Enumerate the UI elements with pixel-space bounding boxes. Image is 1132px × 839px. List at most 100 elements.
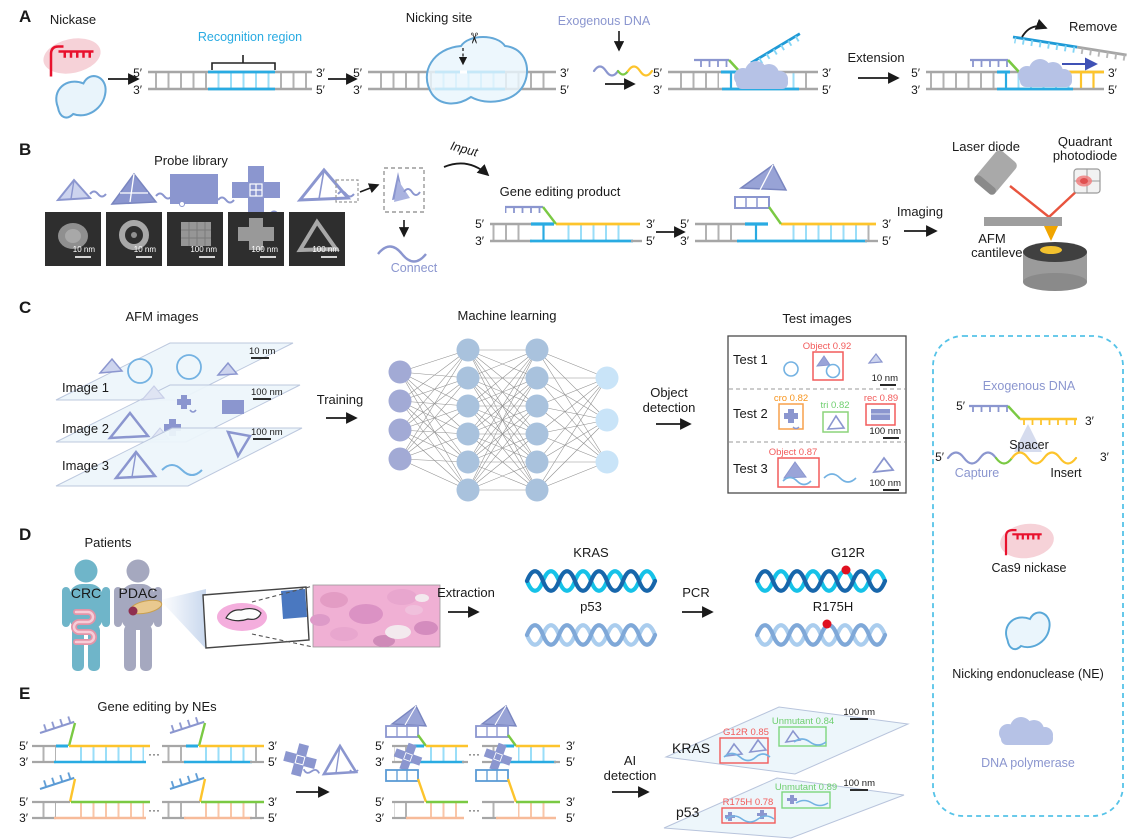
- kras-helix: [524, 569, 658, 593]
- extraction-label: Extraction: [437, 585, 495, 600]
- prime-label: 5′: [316, 83, 326, 97]
- prime-label: 5′: [680, 217, 690, 231]
- prime-label: 3′: [268, 739, 278, 753]
- prime-label: 5′: [19, 739, 29, 753]
- remove-label: Remove: [1069, 19, 1117, 34]
- probe-icons: [55, 166, 359, 218]
- afm-cantilever-label: AFM: [978, 231, 1005, 246]
- quadrant-photodiode-label: Quadrant: [1058, 134, 1113, 149]
- prime-label: 5′: [375, 795, 385, 809]
- input-label: Input: [449, 139, 480, 160]
- detection-label: Object 0.87: [769, 447, 818, 458]
- kras-plane-label: KRAS: [672, 740, 710, 756]
- prime-label: 3′: [882, 217, 892, 231]
- exogenous-dna-label: Exogenous DNA: [558, 14, 651, 28]
- legend-exogenous-label: Exogenous DNA: [983, 379, 1076, 393]
- flap-strand: [750, 32, 803, 68]
- prime-label: 3′: [566, 739, 576, 753]
- prime-label: 3′: [680, 234, 690, 248]
- ellipsis: ···: [468, 747, 480, 761]
- dna-duplex-4: Remove 5′ 3′ 3′ 5′: [911, 18, 1127, 97]
- prime-label: 5′: [1108, 83, 1118, 97]
- test-images-box: Test 1 Object 0.92 10 nm Test 2 cro 0.82…: [727, 335, 907, 494]
- scale-bar-label: 10 nm: [249, 346, 275, 357]
- magnify-line: [251, 585, 314, 603]
- capture-label: Capture: [955, 466, 1000, 480]
- prime-label: 3′: [566, 795, 576, 809]
- prime-label: 3′: [653, 83, 663, 97]
- nn-output-layer: [595, 366, 619, 474]
- squiggle: [403, 188, 421, 196]
- gene-editing-product-label: Gene editing product: [500, 184, 621, 199]
- scale-bar-label: 100 nm: [251, 387, 283, 398]
- afm-photo-3: 100 nm: [167, 212, 223, 266]
- connect-label: Connect: [391, 261, 438, 275]
- panel-c-label: C: [19, 298, 31, 317]
- magnify-line: [251, 633, 314, 648]
- detection-label: rec 0.89: [864, 393, 898, 404]
- scale-bar-label: 10 nm: [134, 245, 157, 254]
- ellipsis: ···: [468, 803, 480, 817]
- legend-box: Exogenous DNA 5′ 3′ Spacer 5′ 3′ Capture…: [932, 335, 1124, 817]
- crc-label: CRC: [71, 585, 101, 601]
- prime-label: 3′: [911, 83, 921, 97]
- prime-label: 3′: [822, 66, 832, 80]
- prime-label: 5′: [133, 66, 143, 80]
- crc-patient-icon: [62, 559, 110, 671]
- product-dna-1: 5′ 3′ 3′ 5′: [475, 205, 656, 248]
- panel-d: D Patients CRC PDAC Extraction KRAS p53 …: [19, 525, 888, 671]
- edited-p53-construct: ··· 5′ 3′ 3′ 5′: [19, 771, 278, 825]
- laser-beam: [1009, 185, 1050, 218]
- cas9-nickase-label: Cas9 nickase: [991, 561, 1066, 575]
- probe-anchor-ladder: [734, 196, 770, 209]
- test-1-label: Test 1: [733, 352, 768, 367]
- connect-strand: [377, 245, 427, 263]
- detection-box-red: [721, 807, 776, 824]
- test-3-label: Test 3: [733, 461, 768, 476]
- sample-stage-icon: [1023, 242, 1087, 291]
- prime-label: 5′: [566, 755, 576, 769]
- remove-arrow: [1021, 18, 1048, 38]
- laser-diode-icon: [974, 150, 1017, 195]
- pdac-label: PDAC: [119, 585, 158, 601]
- tetrahedron-large-icon: [110, 172, 158, 205]
- scale-bar-label: 100 nm: [190, 245, 217, 254]
- gene-editing-nes-title: Gene editing by NEs: [97, 699, 217, 714]
- tissue-outline: [225, 607, 262, 622]
- prime-label: 5′: [882, 234, 892, 248]
- detection-label: R175H 0.78: [723, 797, 774, 808]
- prime-label: 3′: [375, 811, 385, 825]
- prime-label: 5′: [935, 450, 945, 464]
- nn-hidden-layers: [456, 338, 549, 502]
- detection-label: G12R 0.85: [723, 727, 769, 738]
- prime-label: 5′: [822, 83, 832, 97]
- kras-result-plane: KRAS 100 nm G12R 0.85 Unmutant 0.84: [664, 706, 910, 775]
- g12r-label: G12R: [831, 545, 865, 560]
- legend-capture-insert-strand: [946, 451, 1078, 465]
- image-plane-3: [55, 427, 303, 487]
- p53-mutant-helix: [754, 623, 888, 647]
- prime-label: 3′: [1085, 414, 1095, 428]
- panel-b: B Probe library 10 nm 10 nm 100 nm 100 n…: [19, 134, 1117, 291]
- prime-label: 3′: [19, 755, 29, 769]
- imaging-label: Imaging: [897, 204, 943, 219]
- detection-label: tri 0.82: [820, 400, 849, 411]
- scissors-icon: ✂: [465, 32, 482, 45]
- prime-label: 3′: [475, 234, 485, 248]
- test-row-1: Test 1 Object 0.92 10 nm: [733, 341, 898, 386]
- nicking-endonuclease-label: Nicking endonuclease (NE): [952, 667, 1103, 681]
- panel-d-label: D: [19, 525, 31, 544]
- nickase-label: Nickase: [50, 12, 96, 27]
- afm-images-title: AFM images: [126, 309, 199, 324]
- cas9-blob: [1000, 523, 1054, 559]
- panel-c: C AFM images Image 1 Image 2 Image 3 10 …: [19, 298, 907, 502]
- prime-label: 5′: [475, 217, 485, 231]
- zoom-beam: [160, 589, 206, 649]
- edited-kras-construct: ··· 5′ 3′ 3′ 5′: [19, 715, 278, 769]
- dna-duplex-3: 5′ 3′ 3′ 5′: [653, 32, 832, 97]
- detection-label: Unmutant 0.84: [772, 716, 834, 727]
- legend-exogenous-schematic: 5′ 3′: [956, 399, 1095, 428]
- afm-photo-2: 10 nm: [106, 212, 162, 266]
